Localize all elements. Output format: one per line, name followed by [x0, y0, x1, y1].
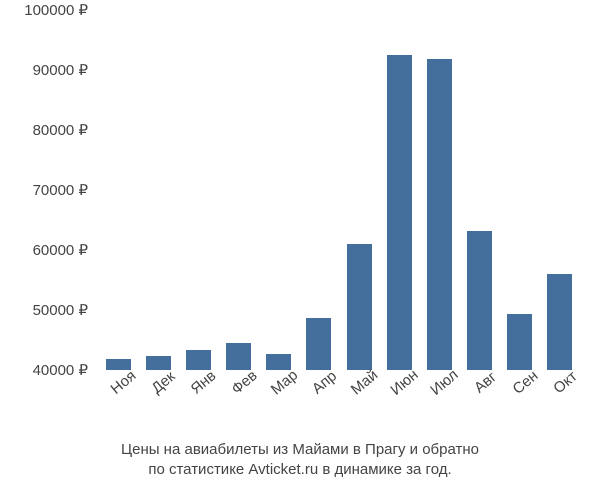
y-tick-label: 60000 ₽ [33, 241, 98, 259]
x-tick-label: Сен [509, 367, 541, 398]
bar [467, 231, 492, 370]
x-tick-label: Янв [188, 367, 220, 397]
x-tick-label: Апр [309, 367, 340, 397]
x-tick-label: Июл [428, 366, 462, 399]
bar [387, 55, 412, 370]
bar [507, 314, 532, 370]
bar [226, 343, 251, 370]
price-chart: 40000 ₽ 50000 ₽ 60000 ₽ 70000 ₽ 80000 ₽ 90000… [0, 0, 600, 500]
bar [306, 318, 331, 370]
y-tick-label: 40000 ₽ [33, 361, 98, 379]
x-tick-label: Мар [268, 367, 301, 399]
y-tick-label: 50000 ₽ [33, 301, 98, 319]
y-tick-label: 90000 ₽ [33, 61, 98, 79]
caption-line: Цены на авиабилеты из Майами в Прагу и о… [0, 440, 600, 460]
plot-area: 40000 ₽50000 ₽60000 ₽70000 ₽80000 ₽90000… [98, 10, 580, 370]
x-tick-label: Июн [388, 366, 422, 399]
x-tick-label: Дек [149, 368, 179, 397]
chart-caption: Цены на авиабилеты из Майами в Прагу и о… [0, 440, 600, 481]
y-tick-label: 100000 ₽ [24, 1, 98, 19]
bar [347, 244, 372, 370]
x-tick-label: Авг [471, 368, 500, 396]
bar [427, 59, 452, 370]
caption-line: по статистике Avticket.ru в динамике за … [0, 460, 600, 480]
y-tick-label: 80000 ₽ [33, 121, 98, 139]
x-tick-label: Окт [550, 368, 580, 397]
y-tick-label: 70000 ₽ [33, 181, 98, 199]
x-tick-label: Фев [228, 367, 260, 398]
x-tick-label: Ноя [108, 367, 140, 398]
x-tick-label: Май [348, 367, 381, 399]
bar [547, 274, 572, 370]
